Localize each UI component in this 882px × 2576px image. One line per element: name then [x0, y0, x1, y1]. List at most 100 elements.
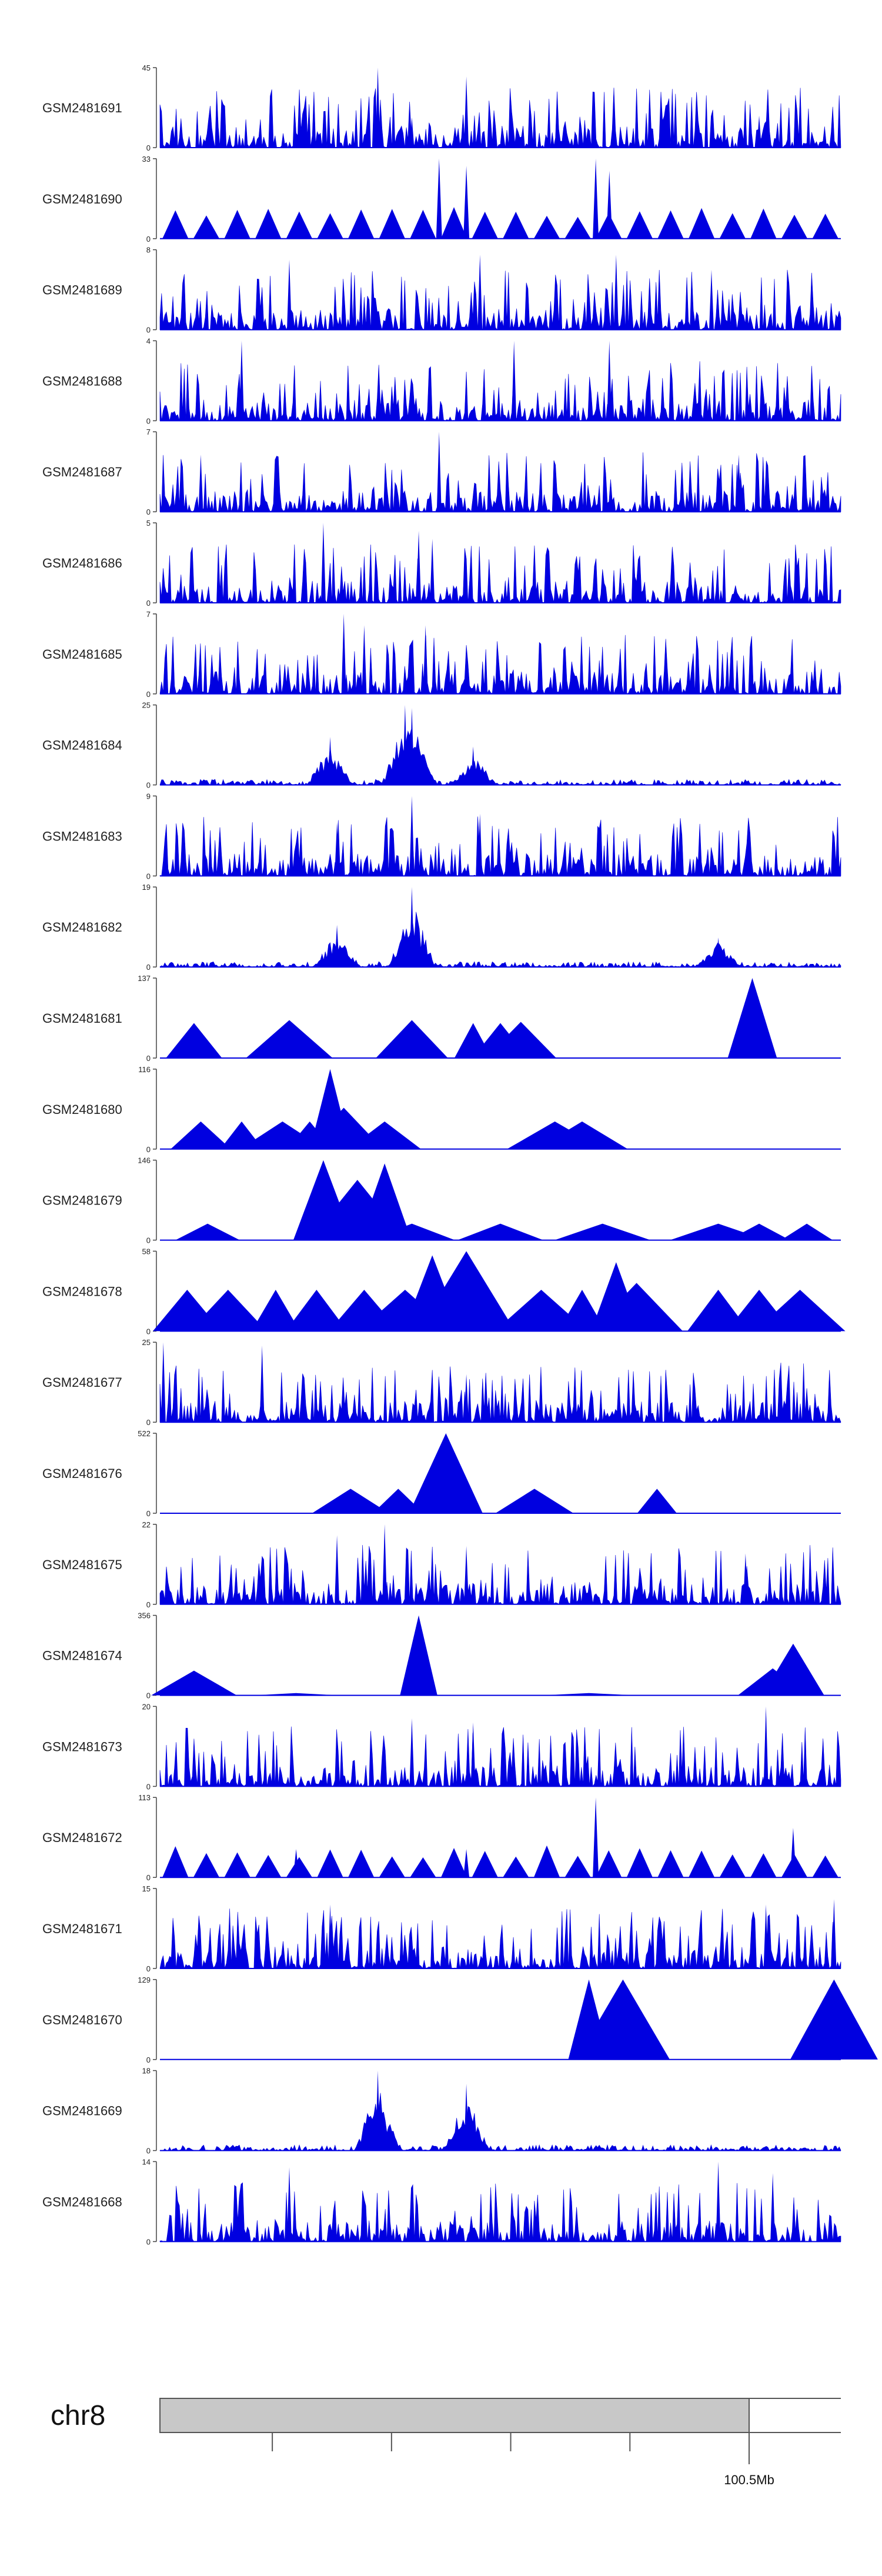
peak-2	[716, 937, 721, 967]
bin-18	[719, 213, 746, 239]
peak-3	[566, 1393, 571, 1423]
track-label: GSM2481684	[42, 738, 122, 753]
bin-12	[533, 1845, 560, 1878]
peak-1	[373, 1489, 424, 1513]
peak-1	[464, 2084, 469, 2151]
track-GSM2481681: GSM2481681 137 0	[42, 974, 841, 1063]
peak-0	[171, 1121, 231, 1149]
peak-2	[477, 813, 483, 876]
track-label: GSM2481675	[42, 1557, 122, 1572]
bin-15	[626, 211, 653, 239]
bin-12	[533, 215, 560, 239]
track-GSM2481685: GSM2481685 7 0	[42, 610, 841, 699]
track-GSM2481680: GSM2481680 116 0	[42, 1065, 841, 1154]
track-label: GSM2481678	[42, 1284, 122, 1299]
bin-5	[317, 1849, 343, 1878]
y-max-label: 19	[142, 883, 151, 892]
peak-1	[259, 1345, 265, 1423]
peak-1	[382, 1524, 387, 1604]
bin-16	[657, 210, 684, 239]
peak-3	[542, 1693, 636, 1696]
track-GSM2481674: GSM2481674 356 0	[42, 1611, 841, 1700]
y-min-label: 0	[146, 326, 151, 335]
track-GSM2481669: GSM2481669 18 0	[42, 2067, 841, 2155]
peak-2	[430, 539, 435, 603]
bin-11	[503, 1856, 529, 1878]
bin-7	[379, 1856, 405, 1878]
y-min-label: 0	[146, 1327, 151, 1336]
track-GSM2481679: GSM2481679 146 0	[42, 1156, 841, 1245]
peak-2	[593, 158, 599, 239]
track-GSM2481682: GSM2481682 19 0	[42, 883, 841, 972]
peak-0	[328, 1904, 333, 1968]
track-GSM2481688: GSM2481688 4 0	[42, 336, 841, 425]
position-label: 100.5Mb	[724, 2472, 774, 2487]
peak-1	[512, 341, 517, 421]
bin-19	[750, 1853, 777, 1878]
bin-0	[162, 1846, 189, 1878]
bin-1	[193, 215, 220, 239]
peak-1	[790, 1827, 796, 1878]
track-label: GSM2481672	[42, 1830, 122, 1845]
bin-5	[317, 213, 343, 239]
y-max-label: 4	[146, 336, 151, 345]
track-GSM2481676: GSM2481676 522 0	[42, 1429, 841, 1518]
bin-7	[379, 209, 405, 239]
y-max-label: 25	[142, 701, 151, 710]
peak-12	[687, 1290, 750, 1332]
track-GSM2481672: GSM2481672 113 0	[42, 1793, 841, 1882]
track-label: GSM2481690	[42, 192, 122, 206]
coverage-area	[159, 2093, 841, 2151]
track-label: GSM2481689	[42, 283, 122, 298]
peak-0	[436, 432, 442, 512]
track-GSM2481689: GSM2481689 8 0	[42, 246, 841, 335]
bin-4	[286, 1857, 312, 1878]
y-max-label: 8	[146, 246, 151, 255]
peak-3	[709, 269, 714, 330]
chromosome-scale: chr8 100.5Mb	[51, 2398, 841, 2487]
peak-2	[464, 76, 469, 148]
bin-19	[750, 208, 777, 239]
coverage-area	[159, 1544, 841, 1605]
peak-2	[770, 2173, 776, 2242]
bin-20	[781, 215, 808, 239]
bin-16	[657, 1850, 684, 1878]
peak-1	[253, 1693, 339, 1696]
coverage-area	[159, 452, 841, 513]
peak-0	[375, 2070, 380, 2151]
peak-0	[287, 2167, 292, 2242]
y-max-label: 58	[142, 1247, 151, 1256]
peak-14	[754, 1290, 846, 1332]
peak-2	[409, 1433, 483, 1513]
y-max-label: 137	[138, 974, 151, 983]
y-min-label: 0	[146, 1600, 151, 1609]
y-max-label: 7	[146, 428, 151, 436]
peak-1	[409, 117, 415, 148]
peak-3	[757, 115, 762, 148]
track-label: GSM2481673	[42, 1739, 122, 1754]
peak-1	[402, 705, 407, 785]
peak-2	[464, 1546, 469, 1604]
peak-2	[736, 455, 741, 512]
bin-13	[564, 216, 591, 239]
bin-2	[224, 209, 250, 239]
peak-0	[287, 259, 292, 330]
track-GSM2481673: GSM2481673 20 0	[42, 1702, 841, 1791]
y-min-label: 0	[146, 781, 151, 790]
bin-17	[689, 208, 715, 239]
track-label: GSM2481683	[42, 829, 122, 843]
peak-3	[463, 1849, 470, 1878]
coverage-area	[159, 2182, 841, 2243]
peak-1	[470, 1722, 476, 1787]
y-min-label: 0	[146, 144, 151, 152]
peak-4	[637, 1489, 677, 1513]
y-min-label: 0	[146, 1964, 151, 1973]
coverage-area	[159, 1362, 841, 1423]
chromosome-bar	[159, 2398, 750, 2433]
peak-0	[335, 1535, 340, 1604]
coverage-area	[159, 635, 841, 695]
chromosome-label: chr8	[51, 2400, 105, 2431]
y-max-label: 5	[146, 519, 151, 528]
track-GSM2481690: GSM2481690 33 0	[42, 155, 841, 243]
y-min-label: 0	[146, 416, 151, 425]
